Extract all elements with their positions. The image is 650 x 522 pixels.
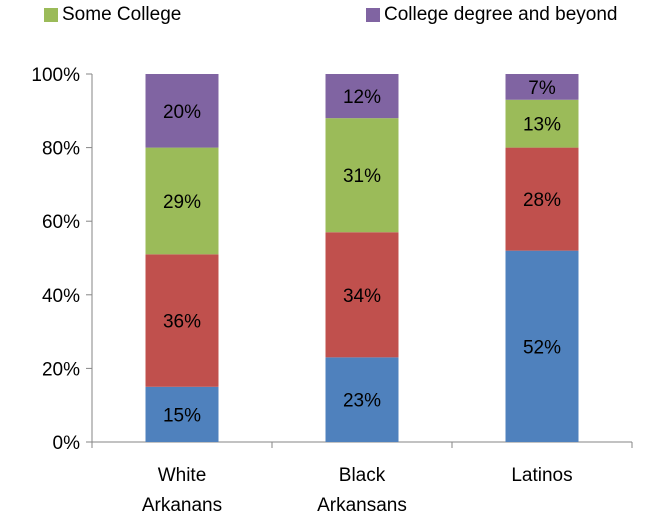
data-label: 15% [163, 405, 201, 426]
bar-segment [145, 74, 219, 148]
x-category-label: Latinos [511, 465, 572, 486]
y-tick-label: 100% [31, 65, 80, 86]
y-tick-label: 0% [53, 433, 81, 454]
legend-label-college-degree: College degree and beyond [384, 4, 618, 25]
bar-segment [145, 147, 219, 255]
data-label: 34% [343, 286, 381, 307]
y-tick-label: 40% [42, 286, 80, 307]
data-label: 28% [523, 190, 561, 211]
data-label: 13% [523, 115, 561, 136]
x-category-label: White [158, 465, 207, 486]
data-label: 29% [163, 192, 201, 213]
bar-segment [505, 250, 579, 442]
y-tick-label: 60% [42, 212, 80, 233]
data-label: 52% [523, 337, 561, 358]
bar-segment [505, 99, 579, 148]
data-label: 20% [163, 102, 201, 123]
y-tick-label: 80% [42, 139, 80, 160]
data-label: 31% [343, 166, 381, 187]
bar-segment [505, 74, 579, 100]
x-category-label: Arkanans [142, 495, 222, 516]
data-label: 7% [528, 78, 556, 99]
bar-segment [505, 147, 579, 251]
legend-swatch-some-college [44, 8, 58, 22]
bar-segment [325, 74, 399, 119]
data-label: 12% [343, 87, 381, 108]
legend-item-college-degree: College degree and beyond [366, 4, 617, 26]
x-category-label: Arkansans [317, 495, 407, 516]
bar-segment [325, 232, 399, 358]
legend-swatch-college-degree [366, 8, 380, 22]
bar-segment [145, 386, 219, 442]
legend-label-some-college: Some College [62, 4, 182, 25]
bar-segment [145, 254, 219, 387]
legend-item-some-college: Some College [44, 4, 181, 26]
bar-segment [325, 118, 399, 233]
bar-segment [325, 357, 399, 442]
data-label: 36% [163, 312, 201, 333]
data-label: 23% [343, 391, 381, 412]
y-tick-label: 20% [42, 359, 80, 380]
x-category-label: Black [339, 465, 386, 486]
